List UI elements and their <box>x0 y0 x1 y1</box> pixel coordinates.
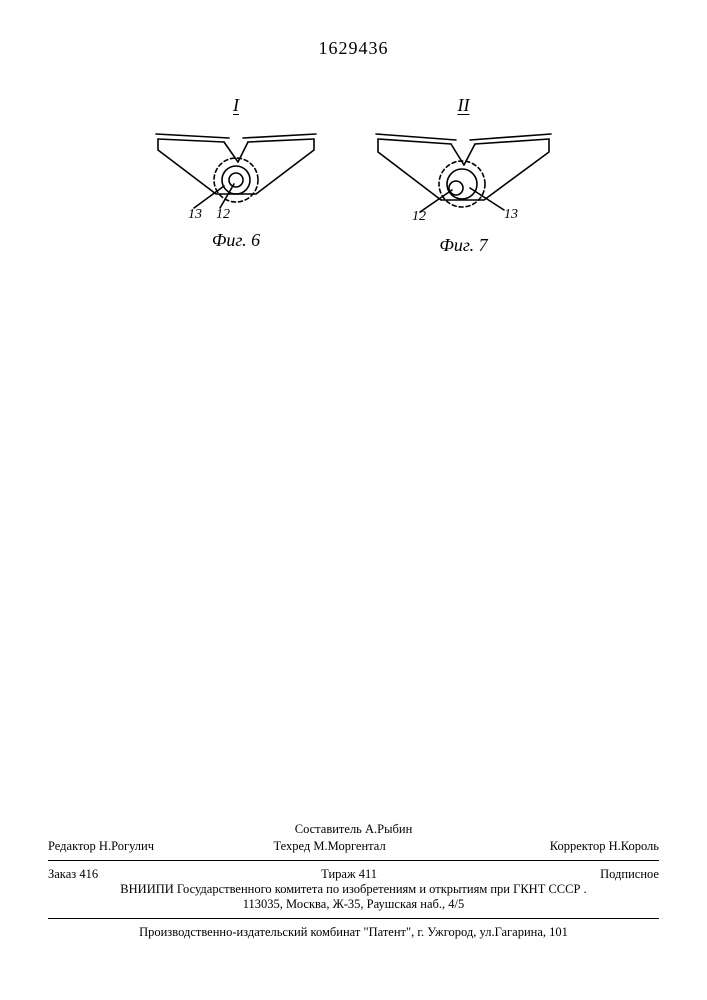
tirazh-no: 411 <box>359 867 377 881</box>
editor-label: Редактор <box>48 839 96 853</box>
sign: Подписное <box>600 867 659 882</box>
editor: Редактор Н.Рогулич <box>48 839 208 854</box>
techred-label: Техред <box>274 839 311 853</box>
ref-13: 13 <box>188 207 202 222</box>
corrector: Корректор Н.Король <box>499 839 659 854</box>
tirazh-label: Тираж <box>321 867 355 881</box>
figures-row: I <box>0 95 707 256</box>
document-number: 1629436 <box>0 38 707 59</box>
divider-1 <box>48 860 659 861</box>
figure-7: II <box>366 95 561 256</box>
figure-6-caption: Фиг. 6 <box>212 230 260 251</box>
techred-name: М.Моргентал <box>313 839 385 853</box>
order: Заказ 416 <box>48 867 98 882</box>
section-label-1: I <box>233 95 239 116</box>
printer-line: Производственно-издательский комбинат "П… <box>48 925 659 940</box>
compiler: Составитель А.Рыбин <box>295 822 413 837</box>
footer-block: Составитель А.Рыбин Редактор Н.Рогулич Т… <box>48 822 659 940</box>
editor-name: Н.Рогулич <box>99 839 154 853</box>
patent-page: { "doc_number": "1629436", "figures": [ … <box>0 0 707 1000</box>
techred: Техред М.Моргентал <box>274 839 434 854</box>
org-line-2: 113035, Москва, Ж-35, Раушская наб., 4/5 <box>48 897 659 912</box>
tirazh: Тираж 411 <box>321 867 377 882</box>
ref-13: 13 <box>504 207 518 222</box>
figure-6: I <box>146 95 326 256</box>
figure-7-caption: Фиг. 7 <box>439 235 487 256</box>
order-no: 416 <box>79 867 98 881</box>
figure-6-drawing: 13 12 <box>146 122 326 222</box>
section-label-2: II <box>458 95 470 116</box>
ref-12: 12 <box>216 207 230 222</box>
ref-12: 12 <box>412 209 426 224</box>
order-label: Заказ <box>48 867 76 881</box>
corrector-name: Н.Король <box>609 839 659 853</box>
figure-7-drawing: 12 13 <box>366 122 561 227</box>
divider-2 <box>48 918 659 919</box>
compiler-name: А.Рыбин <box>365 822 412 836</box>
org-line-1: ВНИИПИ Государственного комитета по изоб… <box>48 882 659 897</box>
order-row: Заказ 416 Тираж 411 Подписное <box>48 867 659 882</box>
corrector-label: Корректор <box>550 839 606 853</box>
compiler-label: Составитель <box>295 822 362 836</box>
